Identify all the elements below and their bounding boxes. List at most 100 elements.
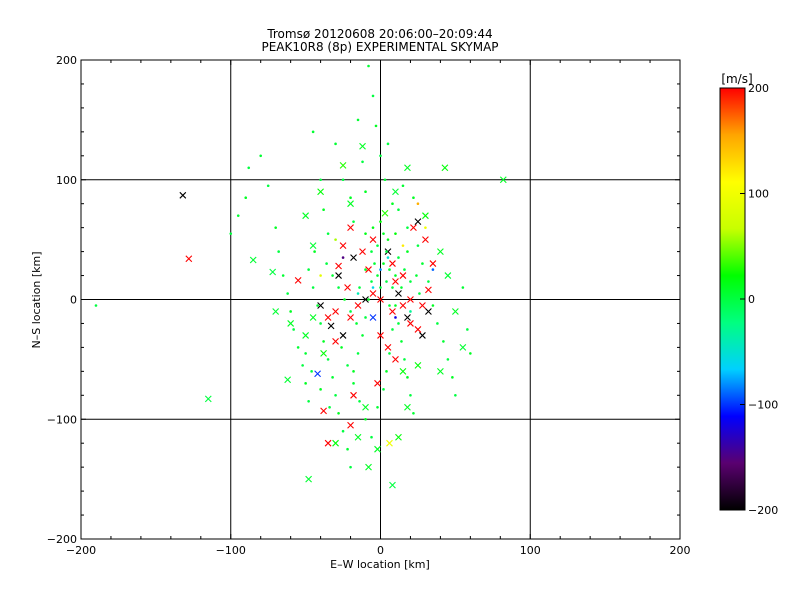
data-point-cross bbox=[404, 314, 411, 321]
data-point-cross bbox=[287, 320, 295, 327]
data-point-dot bbox=[346, 364, 349, 367]
colorbar-ticks: −200 −100 0 100 200 bbox=[740, 82, 778, 517]
colorbar-label: [m/s] bbox=[721, 72, 752, 86]
data-point-dot bbox=[326, 232, 330, 235]
colorbar-tick-label: −200 bbox=[748, 504, 778, 517]
data-point-cross bbox=[399, 272, 407, 279]
data-point-dot bbox=[466, 328, 469, 331]
data-point-dot bbox=[281, 274, 285, 277]
data-point-cross bbox=[320, 407, 327, 415]
data-point-cross bbox=[369, 236, 377, 244]
data-point-dot bbox=[337, 411, 340, 415]
colorbar-tick-label: 0 bbox=[748, 293, 755, 306]
data-point-cross bbox=[339, 242, 347, 250]
data-point-dot bbox=[400, 340, 403, 343]
data-point-cross bbox=[320, 349, 327, 357]
data-point-dot bbox=[352, 220, 355, 223]
data-point-dot bbox=[388, 304, 391, 307]
data-point-cross bbox=[344, 284, 351, 291]
data-point-cross bbox=[384, 248, 392, 255]
data-point-dot bbox=[394, 304, 397, 307]
data-point-cross bbox=[365, 463, 372, 471]
x-tick-label: 0 bbox=[377, 544, 384, 557]
data-point-cross bbox=[422, 236, 429, 244]
data-point-dot bbox=[370, 250, 373, 253]
data-point-dot bbox=[331, 274, 334, 277]
data-point-dot bbox=[401, 184, 405, 188]
data-point-cross bbox=[204, 395, 212, 403]
data-point-dot bbox=[382, 262, 385, 265]
data-point-cross bbox=[414, 218, 422, 226]
data-point-cross bbox=[395, 433, 402, 441]
data-point-dot bbox=[356, 292, 360, 295]
data-point-cross bbox=[437, 248, 444, 255]
data-point-dot bbox=[349, 196, 352, 200]
data-point-cross bbox=[399, 367, 407, 375]
data-point-dot bbox=[385, 370, 388, 373]
data-point-dot bbox=[418, 292, 421, 295]
data-point-dot bbox=[391, 202, 394, 205]
data-point-dot bbox=[355, 322, 358, 325]
data-point-cross bbox=[332, 308, 339, 315]
data-point-cross bbox=[369, 314, 377, 321]
data-point-dot bbox=[94, 304, 98, 307]
data-point-cross bbox=[389, 308, 396, 315]
data-point-cross bbox=[332, 338, 339, 345]
data-point-cross bbox=[419, 302, 426, 309]
data-point-cross bbox=[317, 302, 324, 309]
data-point-dot bbox=[319, 322, 322, 325]
data-point-dot bbox=[394, 274, 397, 277]
data-point-dot bbox=[343, 298, 346, 301]
data-point-dot bbox=[388, 268, 391, 271]
data-point-dot bbox=[383, 178, 387, 182]
colorbar: [m/s] −200 −100 0 100 200 bbox=[719, 72, 778, 517]
data-point-dot bbox=[386, 142, 390, 146]
data-point-dot bbox=[319, 274, 322, 277]
data-point-dot bbox=[367, 298, 370, 301]
data-point-dot bbox=[397, 322, 400, 325]
data-point-dot bbox=[307, 399, 310, 403]
data-point-dot bbox=[304, 382, 307, 385]
data-point-cross bbox=[499, 176, 507, 184]
data-point-cross bbox=[395, 290, 402, 297]
data-point-cross bbox=[381, 209, 389, 217]
data-point-cross bbox=[359, 142, 366, 150]
data-point-dot bbox=[409, 310, 412, 313]
data-point-cross bbox=[444, 272, 452, 279]
data-point-dot bbox=[371, 226, 375, 229]
colorbar-tick-label: 200 bbox=[748, 82, 769, 95]
data-point-dot bbox=[274, 226, 277, 229]
data-point-cross bbox=[179, 191, 187, 199]
data-point-cross bbox=[407, 296, 414, 303]
data-point-cross bbox=[425, 308, 432, 315]
scatter-points bbox=[94, 64, 507, 489]
data-point-dot bbox=[352, 382, 355, 385]
data-point-cross bbox=[429, 260, 437, 267]
data-point-cross bbox=[362, 403, 369, 411]
data-point-cross bbox=[339, 161, 347, 169]
data-point-dot bbox=[341, 178, 345, 182]
data-point-dot bbox=[409, 280, 412, 283]
data-point-cross bbox=[185, 255, 193, 263]
data-point-cross bbox=[369, 290, 377, 297]
data-point-cross bbox=[305, 475, 313, 483]
x-tick-label: 200 bbox=[670, 544, 691, 557]
data-point-dot bbox=[364, 190, 367, 194]
data-point-cross bbox=[332, 439, 339, 447]
data-point-dot bbox=[340, 346, 343, 349]
data-point-dot bbox=[296, 346, 300, 349]
data-point-dot bbox=[416, 244, 420, 247]
colorbar-tick-label: −100 bbox=[748, 399, 778, 412]
data-point-cross bbox=[359, 248, 366, 255]
data-point-dot bbox=[382, 388, 385, 391]
data-point-dot bbox=[364, 232, 367, 235]
y-axis-ticks: −200 −100 0 100 200 bbox=[47, 54, 680, 546]
data-point-dot bbox=[386, 256, 390, 259]
data-point-dot bbox=[406, 250, 409, 253]
data-point-cross bbox=[384, 344, 392, 351]
data-point-cross bbox=[354, 302, 362, 309]
y-tick-label: 100 bbox=[56, 174, 77, 187]
data-point-dot bbox=[370, 280, 373, 283]
data-point-dot bbox=[379, 268, 382, 271]
data-point-dot bbox=[326, 358, 330, 361]
